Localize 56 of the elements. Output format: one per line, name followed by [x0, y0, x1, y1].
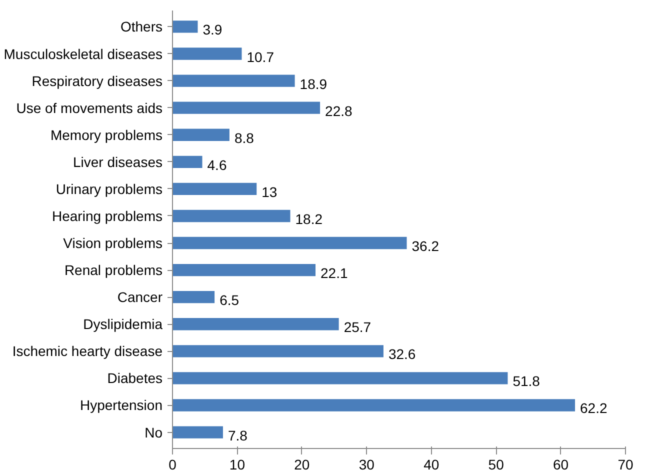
data-label: 4.6	[207, 156, 227, 173]
bar	[172, 426, 223, 438]
y-tick-label: No	[144, 424, 163, 440]
data-label: 32.6	[388, 346, 416, 362]
data-label: 22.1	[320, 265, 348, 282]
data-label: 18.2	[295, 210, 323, 227]
data-label: 6.5	[220, 292, 240, 308]
y-tick-label: Dyslipidemia	[83, 316, 163, 332]
bar	[172, 372, 508, 384]
bar	[172, 236, 407, 250]
bar	[172, 20, 198, 33]
x-tick-label: 50	[488, 456, 504, 472]
x-tick-label: 20	[294, 456, 310, 472]
y-tick-label: Use of movements aids	[16, 100, 163, 116]
x-tick-label: 30	[358, 456, 375, 472]
data-label: 10.7	[246, 48, 274, 65]
bar	[172, 48, 242, 60]
bar	[172, 318, 339, 330]
data-label: 18.9	[300, 76, 328, 92]
data-label: 22.8	[325, 102, 353, 119]
x-tick-label: 60	[553, 456, 569, 472]
y-tick-label: Renal problems	[64, 262, 163, 278]
y-tick-label: Musculoskeletal diseases	[4, 46, 163, 62]
y-tick-label: Hypertension	[80, 397, 163, 414]
y-tick-label: Vision problems	[63, 235, 163, 252]
bar	[172, 182, 257, 196]
y-tick-label: Others	[120, 18, 162, 35]
data-label: 36.2	[412, 238, 440, 254]
bar	[172, 291, 215, 304]
x-tick-label: 70	[618, 456, 634, 472]
bar	[172, 74, 295, 87]
data-label: 13	[262, 184, 278, 200]
bar	[172, 399, 576, 412]
x-tick-label: 40	[424, 456, 440, 472]
x-tick-label: 0	[168, 456, 177, 472]
y-tick-label: Liver diseases	[73, 154, 163, 170]
y-tick-label: Cancer	[117, 289, 163, 306]
data-label: 62.2	[580, 400, 608, 416]
bar	[172, 345, 384, 358]
y-tick-label: Ischemic hearty disease	[12, 343, 163, 360]
y-tick-label: Diabetes	[107, 370, 163, 386]
data-label: 8.8	[234, 130, 254, 146]
data-label: 7.8	[228, 427, 248, 444]
y-tick-label: Hearing problems	[52, 208, 163, 224]
bar	[172, 156, 202, 168]
data-label: 25.7	[344, 319, 372, 336]
bar	[172, 128, 230, 141]
data-label: 3.9	[202, 22, 222, 38]
y-tick-label: Urinary problems	[56, 180, 163, 197]
bar	[172, 102, 320, 114]
bar	[172, 264, 316, 276]
data-label: 51.8	[512, 373, 540, 390]
x-tick-label: 10	[229, 456, 246, 472]
y-tick-label: Memory problems	[50, 126, 163, 143]
bar	[172, 210, 290, 222]
y-tick-label: Respiratory diseases	[32, 72, 163, 89]
